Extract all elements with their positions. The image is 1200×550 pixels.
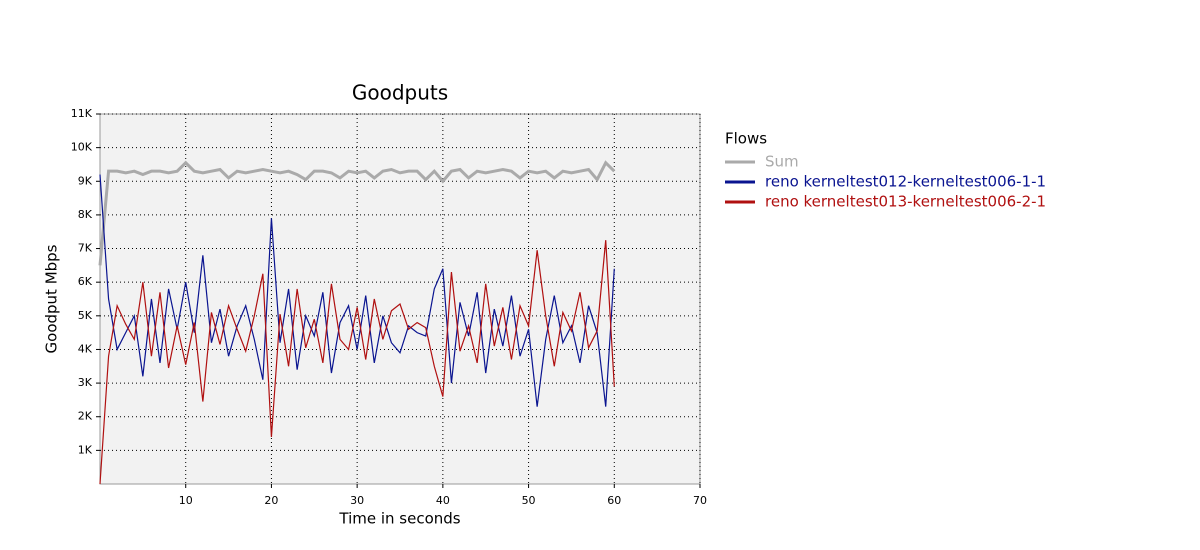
x-axis-label: Time in seconds (338, 510, 460, 528)
y-tick-label: 7K (78, 242, 93, 255)
legend-label: Sum (765, 153, 799, 171)
y-tick-label: 11K (71, 107, 93, 120)
x-tick-label: 10 (179, 494, 193, 507)
chart-title: Goodputs (352, 81, 448, 105)
y-tick-label: 4K (78, 342, 93, 355)
y-tick-label: 3K (78, 376, 93, 389)
series-line (99, 240, 615, 485)
y-axis-label: Goodput Mbps (43, 244, 61, 353)
plot-area (99, 113, 701, 485)
legend-label: reno kerneltest012-kerneltest006-1-1 (765, 173, 1046, 191)
y-tick-label: 9K (78, 174, 93, 187)
x-tick-label: 70 (693, 494, 707, 507)
series-line (99, 174, 615, 407)
y-tick-label: 6K (78, 275, 93, 288)
x-tick-label: 50 (522, 494, 536, 507)
x-tick-label: 60 (607, 494, 621, 507)
y-tick-label: 1K (78, 443, 93, 456)
legend-title: Flows (725, 130, 767, 148)
y-tick-label: 5K (78, 309, 93, 322)
x-tick-label: 30 (350, 494, 364, 507)
legend-label: reno kerneltest013-kerneltest006-2-1 (765, 193, 1046, 211)
y-tick-label: 2K (78, 410, 93, 423)
x-tick-label: 20 (264, 494, 278, 507)
y-tick-label: 10K (71, 141, 93, 154)
y-tick-label: 8K (78, 208, 93, 221)
x-tick-label: 40 (436, 494, 450, 507)
series-line (98, 160, 616, 266)
